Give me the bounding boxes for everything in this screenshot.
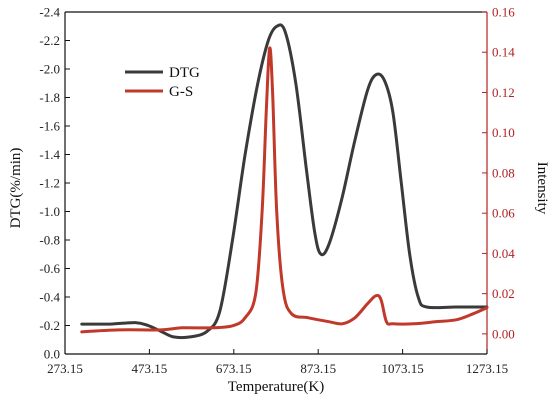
y-left-tick-label: -0.2 xyxy=(39,318,60,333)
y-right-tick-label: 0.00 xyxy=(492,326,515,341)
y-right-tick-label: 0.16 xyxy=(492,5,515,20)
legend-label-g-s: G-S xyxy=(169,84,193,100)
x-tick-label: 1073.15 xyxy=(381,361,423,376)
y-left-tick-label: -1.4 xyxy=(39,147,60,162)
x-tick-label: 873.15 xyxy=(300,361,336,376)
legend-label-dtg: DTG xyxy=(169,65,200,81)
y-left-tick-label: 0.0 xyxy=(44,347,60,362)
y-right-tick-label: 0.04 xyxy=(492,246,515,261)
y-right-tick-label: 0.06 xyxy=(492,206,515,221)
y-right-tick-label: 0.10 xyxy=(492,125,515,140)
y-left-tick-label: -2.0 xyxy=(39,62,60,77)
y-right-tick-label: 0.12 xyxy=(492,85,515,100)
y-left-tick-label: -2.2 xyxy=(39,33,60,48)
x-tick-label: 273.15 xyxy=(47,361,83,376)
y-left-tick-label: -1.2 xyxy=(39,176,60,191)
x-tick-label: 473.15 xyxy=(132,361,168,376)
series-line-dtg xyxy=(80,23,489,340)
y-left-tick-label: -1.0 xyxy=(39,204,60,219)
y-right-tick-label: 0.14 xyxy=(492,45,515,60)
y-axis-left-title: DTG(%/min) xyxy=(8,148,24,229)
x-tick-label: 1273.15 xyxy=(466,361,508,376)
y-left-tick-label: -0.4 xyxy=(39,290,60,305)
series-line-g-s xyxy=(80,46,489,334)
x-tick-label: 673.15 xyxy=(216,361,252,376)
y-left-tick-label: -0.8 xyxy=(39,233,60,248)
y-left-tick-label: -0.6 xyxy=(39,261,60,276)
y-left-tick-label: -2.4 xyxy=(39,5,60,20)
y-right-tick-label: 0.02 xyxy=(492,286,515,301)
y-left-tick-label: -1.6 xyxy=(39,119,60,134)
y-left-tick-label: -1.8 xyxy=(39,90,60,105)
y-axis-right-title: Intensity xyxy=(534,162,550,215)
y-right-tick-label: 0.08 xyxy=(492,165,515,180)
x-axis-title: Temperature(K) xyxy=(228,379,324,395)
